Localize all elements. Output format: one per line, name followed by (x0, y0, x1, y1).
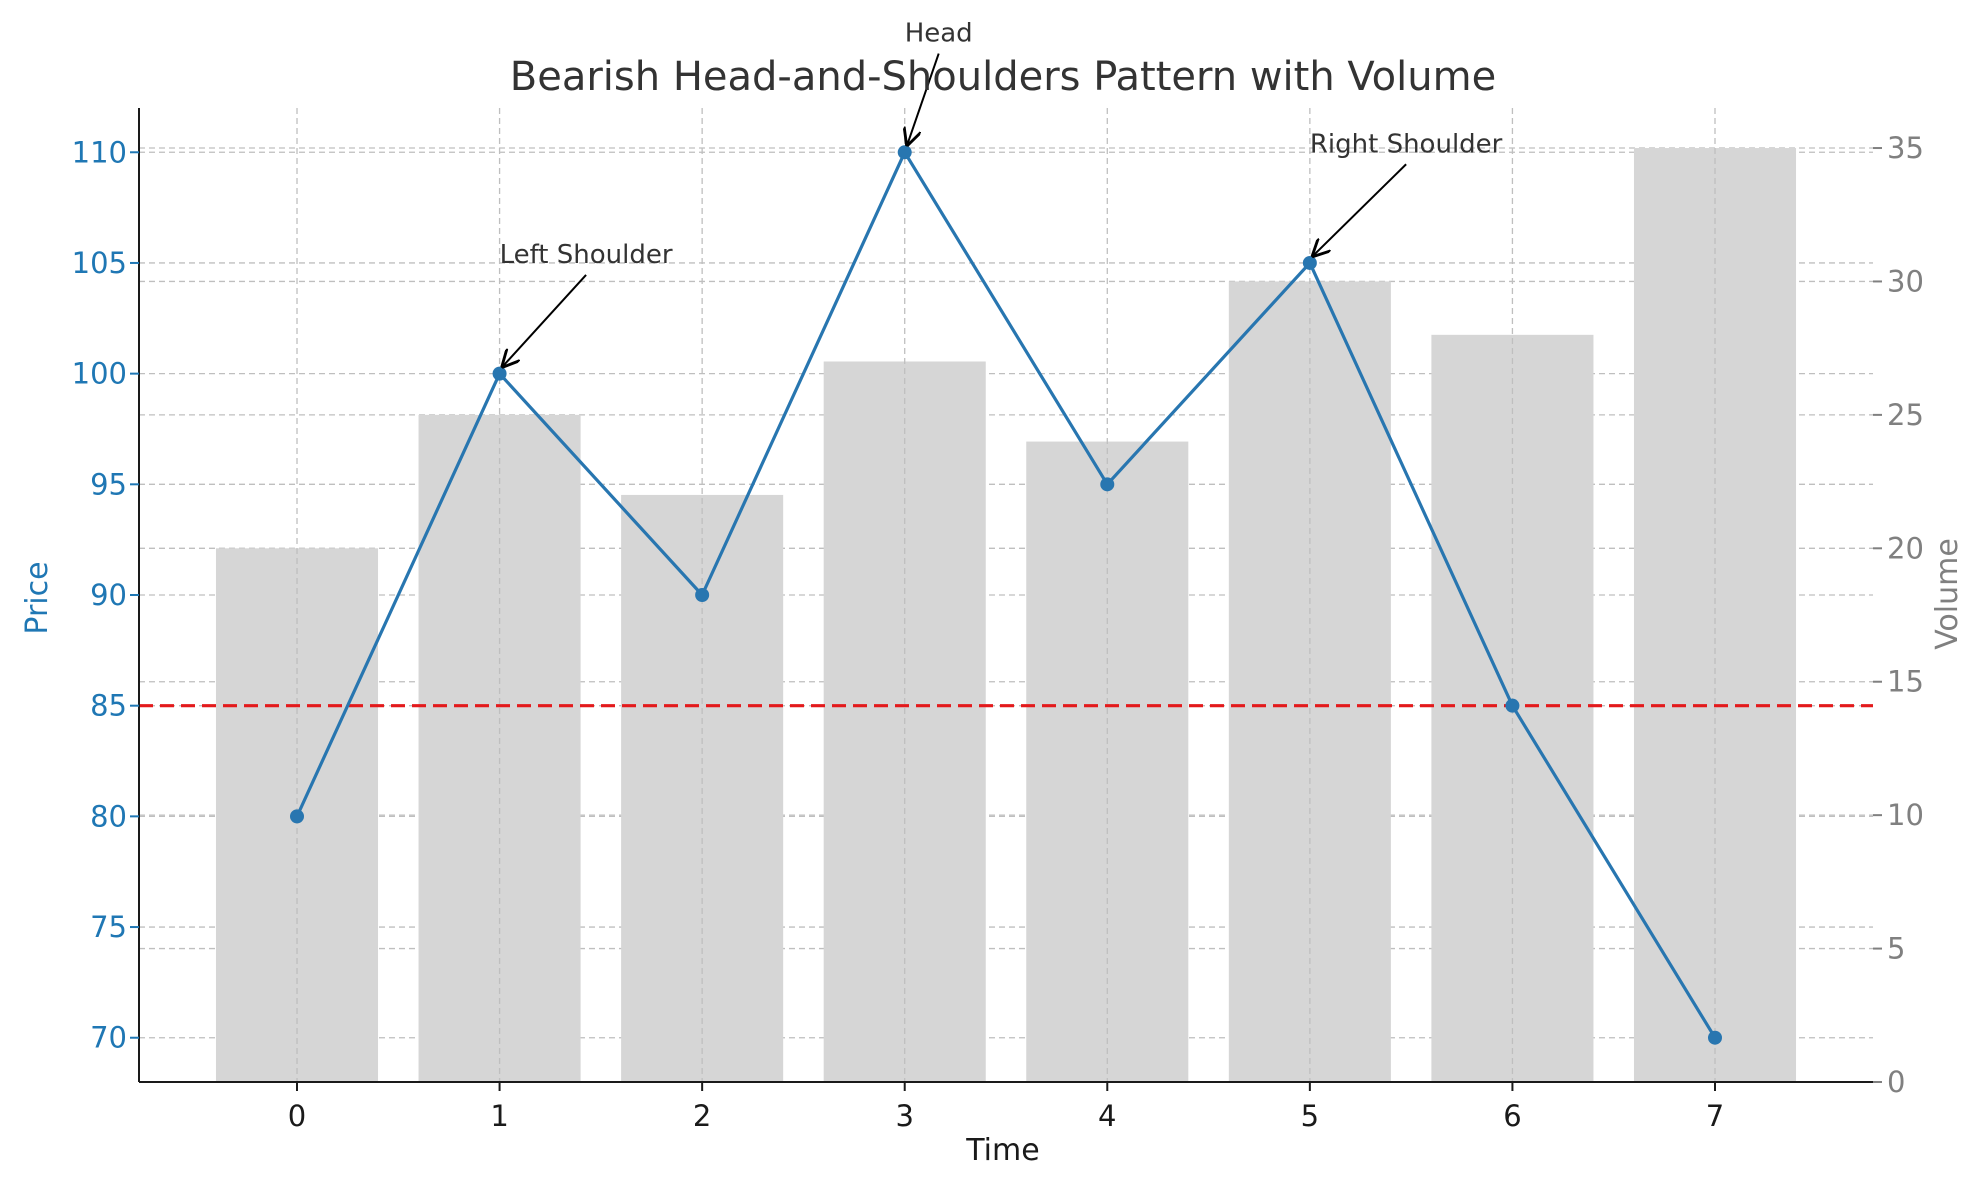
y-tick-label: 85 (90, 689, 127, 723)
annotation-label: Left Shoulder (500, 240, 673, 270)
y2-tick-label: 5 (1887, 932, 1905, 966)
y2-axis-label: Volume (1930, 538, 1965, 650)
y2-tick-label: 30 (1887, 264, 1924, 298)
x-tick-label: 3 (895, 1099, 913, 1133)
y2-tick-label: 20 (1887, 531, 1924, 565)
price-marker (1302, 255, 1317, 270)
y-tick-label: 90 (90, 578, 127, 612)
price-marker (897, 145, 912, 160)
grid-layer (139, 147, 1873, 1083)
price-marker (1505, 698, 1520, 713)
x-tick-label: 1 (490, 1099, 508, 1133)
price-line-layer (290, 145, 1722, 1045)
x-axis-label: Time (965, 1133, 1039, 1168)
volume-bars (215, 148, 1797, 1083)
annotation-arrow (907, 53, 940, 147)
x-grid-layer (296, 108, 1716, 1082)
price-marker (1100, 477, 1115, 492)
price-marker (290, 809, 305, 824)
y2-tick-label: 0 (1887, 1065, 1905, 1099)
y-axis-label: Price (20, 561, 55, 634)
annotations-layer: Left Shoulder Head Right Shoulder (500, 19, 1503, 368)
annotation-label: Right Shoulder (1310, 129, 1503, 159)
x-tick-label: 0 (288, 1099, 306, 1133)
price-marker (1707, 1030, 1722, 1045)
y2-tick-label: 10 (1887, 798, 1924, 832)
x-tick-label: 5 (1301, 1099, 1319, 1133)
x-tick-label: 6 (1503, 1099, 1521, 1133)
y-tick-label: 75 (90, 910, 127, 944)
price-marker (492, 366, 507, 381)
y-tick-label: 110 (72, 135, 127, 169)
y-tick-label: 70 (90, 1021, 127, 1055)
y-tick-label: 95 (90, 467, 127, 501)
annotation-arrow (1312, 163, 1407, 257)
y2-tick-label: 15 (1887, 665, 1924, 699)
x-tick-label: 4 (1098, 1099, 1116, 1133)
price-line (295, 150, 1717, 1039)
y-tick-label: 105 (72, 246, 127, 280)
price-marker (695, 588, 710, 602)
annotation-label: Head (905, 19, 973, 49)
y-tick-label: 100 (72, 357, 127, 391)
y2-tick-label: 25 (1887, 398, 1924, 432)
y2-tick-label: 35 (1887, 131, 1924, 165)
x-tick-label: 7 (1706, 1099, 1724, 1133)
x-tick-label: 2 (693, 1099, 711, 1133)
annotation-arrow (502, 274, 587, 368)
y-tick-label: 80 (90, 799, 127, 833)
chart-title: Bearish Head-and-Shoulders Pattern with … (510, 54, 1496, 100)
